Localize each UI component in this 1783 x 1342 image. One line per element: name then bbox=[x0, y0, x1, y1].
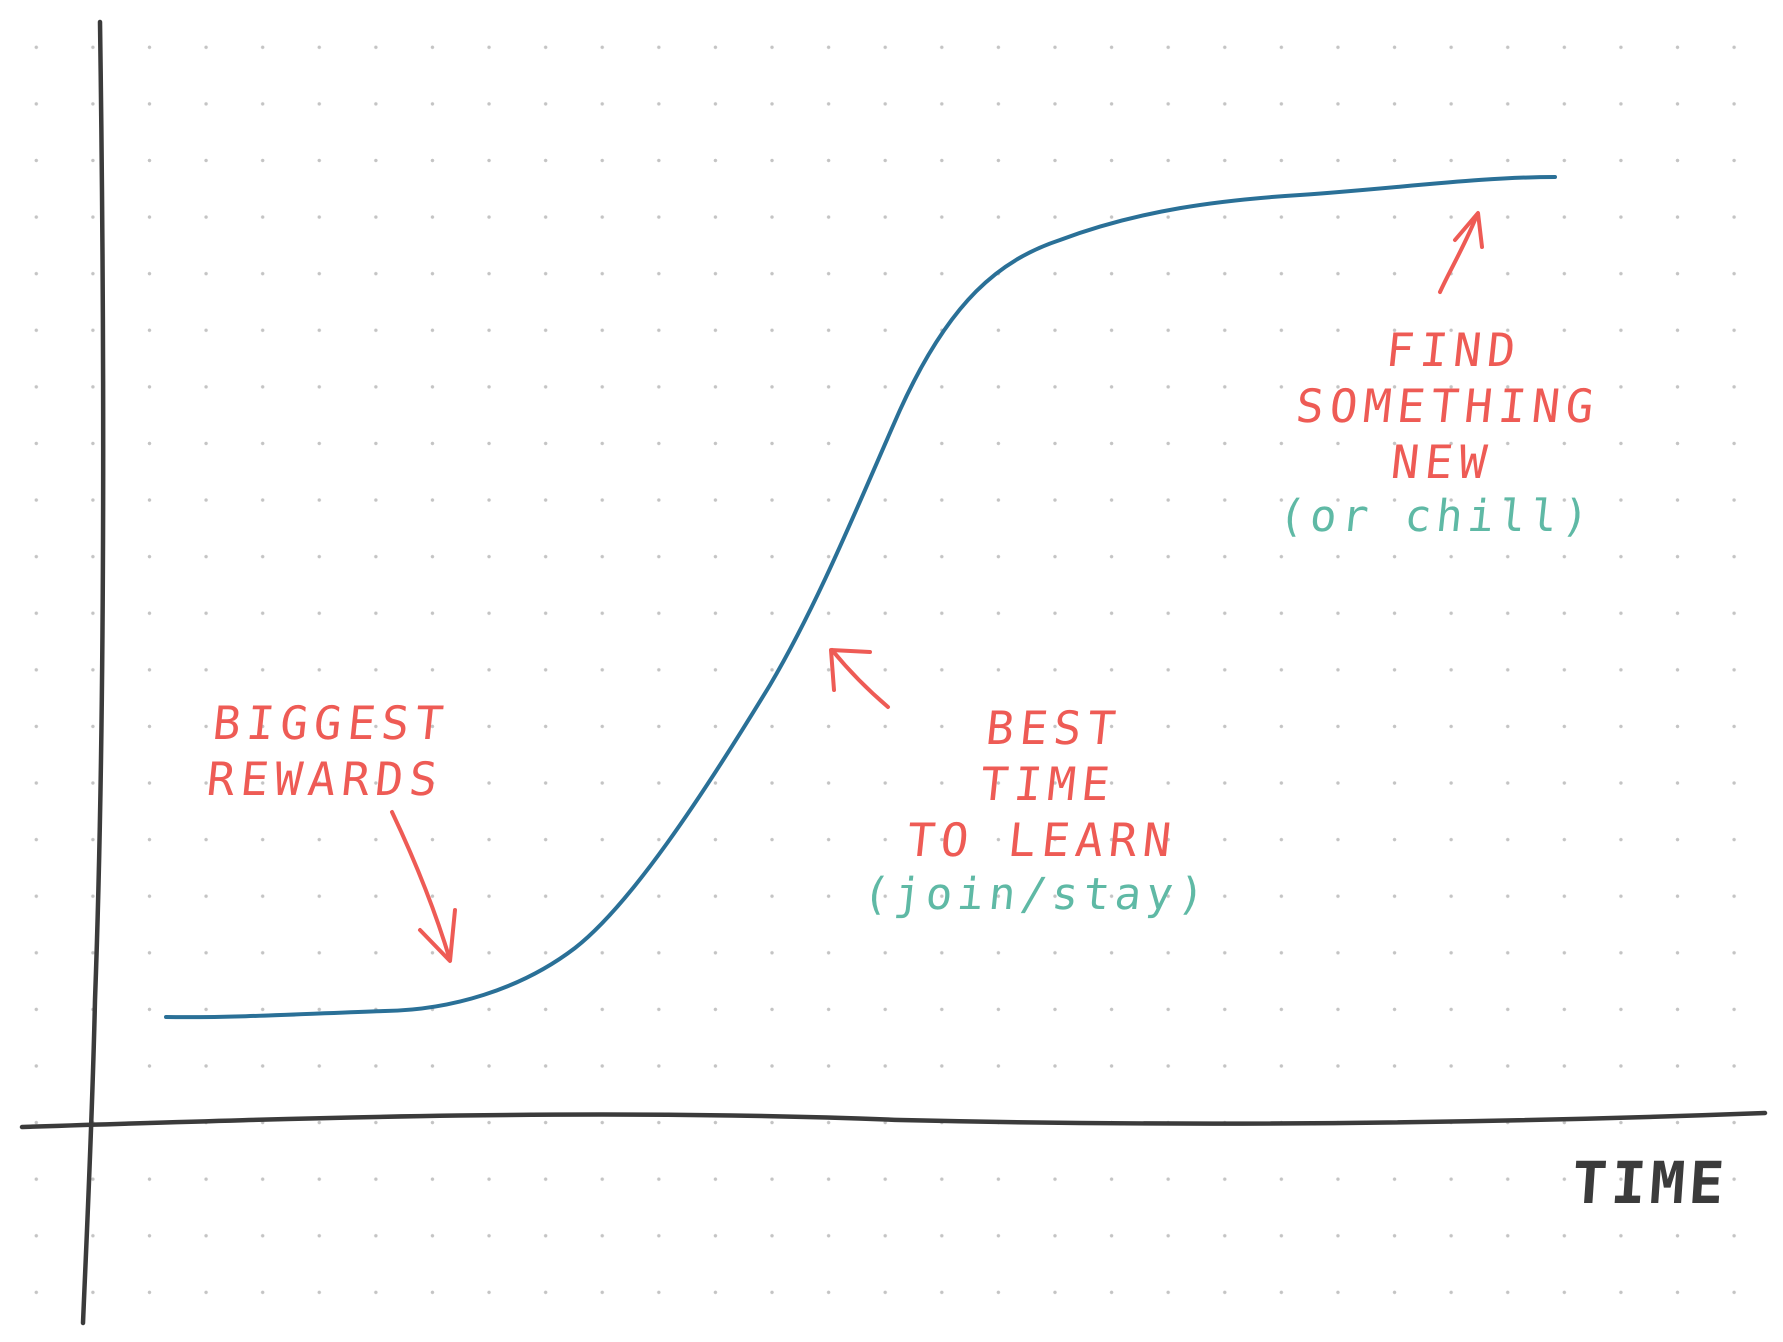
arrow-find-new bbox=[1438, 211, 1484, 294]
annotation-line: TO LEARN bbox=[904, 813, 1180, 868]
annotation-biggest-rewards: BIGGEST REWARDS bbox=[172, 695, 484, 807]
annotation-line: REWARDS bbox=[204, 752, 446, 807]
arrow-biggest-rewards bbox=[390, 810, 457, 963]
x-axis-label: TIME bbox=[1569, 1149, 1731, 1217]
annotation-line: NEW bbox=[1388, 435, 1496, 490]
annotation-line: BIGGEST bbox=[210, 696, 452, 750]
annotation-best-time: BEST TIME TO LEARN (join/stay) bbox=[843, 700, 1246, 922]
annotation-find-new: FIND SOMETHING NEW (or chill) bbox=[1243, 322, 1646, 544]
annotation-line: FIND bbox=[1383, 323, 1524, 377]
annotation-note: (or chill) bbox=[1276, 491, 1597, 543]
x-axis bbox=[19, 1110, 1768, 1130]
annotation-line: SOMETHING bbox=[1293, 379, 1603, 434]
arrow-best-time bbox=[829, 648, 890, 709]
s-curve bbox=[164, 175, 1557, 1020]
annotation-note: (join/stay) bbox=[860, 869, 1213, 921]
annotation-line: TIME bbox=[977, 757, 1119, 812]
annotation-line: BEST bbox=[983, 701, 1124, 755]
y-axis bbox=[80, 19, 106, 1326]
